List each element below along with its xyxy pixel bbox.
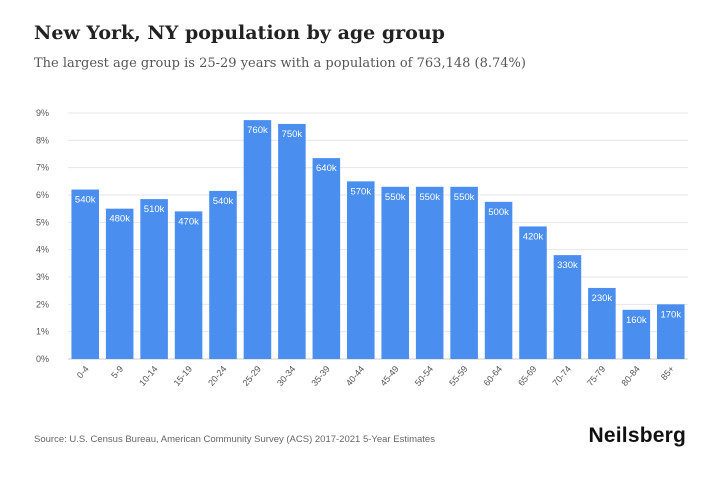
bar-data-label: 330k <box>557 260 578 271</box>
y-tick-label: 7% <box>36 163 49 173</box>
x-axis-ticks: 0-4 5-9 10-14 15-19 20-24 25-29 30-34 35-39 40-4… <box>75 364 677 388</box>
x-tick-label: 60-64 <box>482 364 504 388</box>
x-tick-label: 65-69 <box>516 364 538 388</box>
bar-chart: 0%1%2%3%4%5%6%7%8%9% 540k480k510k470k540… <box>36 108 688 388</box>
y-tick-label: 5% <box>36 217 49 227</box>
bar <box>71 189 99 359</box>
bar-data-label: 170k <box>660 309 681 320</box>
bar <box>484 201 513 359</box>
x-tick-label: 80-84 <box>619 364 641 388</box>
bar-data-labels: 540k 480k 510k 470k 540k 760k 750k 640k 570k 550k… <box>75 125 681 326</box>
y-tick-label: 2% <box>36 299 49 309</box>
bar <box>347 181 375 359</box>
x-tick-label: 20-24 <box>206 364 228 388</box>
bar-data-label: 640k <box>316 163 337 174</box>
bar <box>657 304 685 359</box>
x-tick-label: 30-34 <box>275 364 297 388</box>
bar-data-label: 500k <box>488 207 509 218</box>
x-tick-label: 35-39 <box>309 364 331 388</box>
bar <box>209 190 237 359</box>
y-tick-label: 0% <box>36 354 49 364</box>
x-tick-label: 75-79 <box>585 364 607 388</box>
bar-data-label: 760k <box>247 125 268 136</box>
bar <box>553 255 582 359</box>
bar-data-label: 540k <box>75 195 96 206</box>
gridlines <box>68 112 688 360</box>
chart-title: New York, NY population by age group <box>34 22 445 44</box>
bar <box>243 120 272 360</box>
source-note: Source: U.S. Census Bureau, American Com… <box>34 434 435 445</box>
bars <box>71 120 685 360</box>
chart-subtitle: The largest age group is 25-29 years wit… <box>34 56 526 71</box>
bar-data-label: 160k <box>626 315 647 326</box>
bar-data-label: 510k <box>144 204 165 215</box>
x-tick-label: 85+ <box>659 364 676 382</box>
bar <box>278 123 306 359</box>
bar-data-label: 480k <box>109 214 130 225</box>
bar-data-label: 750k <box>282 129 303 140</box>
bar-data-label: 570k <box>350 186 371 197</box>
bar <box>588 287 616 359</box>
bar <box>381 186 409 359</box>
bar <box>415 186 444 359</box>
bar-data-label: 470k <box>178 216 199 227</box>
bar <box>519 226 547 359</box>
x-tick-label: 55-59 <box>447 364 469 388</box>
y-axis-ticks: 0% 1% 2% 3% 4% 5% 6% 7% 8% 9% <box>36 108 49 364</box>
bar <box>105 208 134 359</box>
x-tick-label: 25-29 <box>241 364 263 388</box>
x-tick-label: 15-19 <box>172 364 194 388</box>
x-tick-label: 0-4 <box>75 364 91 380</box>
bar-data-label: 550k <box>419 192 440 203</box>
bar <box>174 211 203 359</box>
x-tick-label: 50-54 <box>413 364 435 388</box>
x-tick-label: 45-49 <box>378 364 400 388</box>
bar-data-label: 550k <box>385 192 406 203</box>
bar <box>450 186 478 359</box>
x-tick-label: 40-44 <box>344 364 366 388</box>
bar <box>622 309 651 359</box>
y-tick-label: 3% <box>36 272 49 282</box>
bar-data-label: 550k <box>454 192 475 203</box>
bar-data-label: 540k <box>213 196 234 207</box>
bar-data-label: 420k <box>523 231 544 242</box>
y-tick-label: 9% <box>36 108 49 118</box>
x-tick-label: 70-74 <box>551 364 573 388</box>
bar-data-label: 230k <box>592 293 613 304</box>
x-tick-label: 10-14 <box>137 364 159 388</box>
y-tick-label: 6% <box>36 190 49 200</box>
y-tick-label: 1% <box>36 327 49 337</box>
bar <box>140 199 168 359</box>
brand-logo: Neilsberg <box>588 424 686 447</box>
x-tick-label: 5-9 <box>109 364 125 380</box>
bar <box>312 158 341 359</box>
y-tick-label: 8% <box>36 135 49 145</box>
y-tick-label: 4% <box>36 245 49 255</box>
